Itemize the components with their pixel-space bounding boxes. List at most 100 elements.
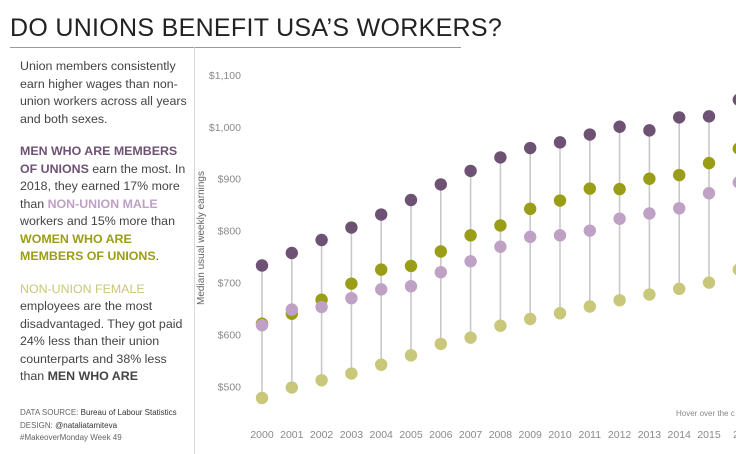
data-point-union-women[interactable] bbox=[732, 142, 736, 155]
data-point-union-men[interactable] bbox=[285, 246, 298, 260]
data-point-union-women[interactable] bbox=[434, 245, 447, 258]
data-point-nonunion-men[interactable] bbox=[285, 303, 298, 316]
highlight-men-who-are: MEN WHO ARE bbox=[47, 369, 138, 383]
designer-handle[interactable]: @nataliatamiteva bbox=[55, 420, 118, 430]
data-point-nonunion-women[interactable] bbox=[583, 300, 596, 313]
data-point-union-men[interactable] bbox=[524, 141, 537, 155]
data-point-union-women[interactable] bbox=[583, 182, 596, 195]
data-point-nonunion-women[interactable] bbox=[643, 288, 656, 301]
data-point-nonunion-men[interactable] bbox=[613, 212, 626, 225]
data-point-nonunion-men[interactable] bbox=[255, 318, 269, 332]
data-point-nonunion-women[interactable] bbox=[315, 374, 328, 387]
title-divider bbox=[10, 47, 461, 48]
x-axis: 2000 2001 2002 2003 2004 2005 2006 2007 2008 2009… bbox=[250, 429, 736, 441]
data-point-union-men[interactable] bbox=[643, 124, 656, 137]
x-tick-label: 20 bbox=[733, 429, 736, 441]
data-point-union-men[interactable] bbox=[494, 151, 507, 164]
data-point-nonunion-men[interactable] bbox=[524, 230, 537, 244]
x-tick-label: 2013 bbox=[638, 429, 662, 441]
y-tick-label: $600 bbox=[218, 330, 242, 342]
data-point-union-men[interactable] bbox=[553, 136, 567, 149]
data-point-nonunion-men[interactable] bbox=[583, 224, 596, 237]
data-point-union-women[interactable] bbox=[673, 168, 686, 182]
data-point-nonunion-men[interactable] bbox=[494, 240, 507, 253]
y-tick-label: $500 bbox=[218, 382, 242, 394]
x-tick-label: 2012 bbox=[608, 429, 632, 441]
x-tick-label: 2007 bbox=[459, 429, 483, 441]
data-point-union-women[interactable] bbox=[375, 263, 388, 276]
data-point-union-men[interactable] bbox=[583, 128, 596, 141]
y-tick-label: $700 bbox=[218, 278, 242, 290]
data-point-nonunion-women[interactable] bbox=[524, 312, 537, 326]
data-point-union-men[interactable] bbox=[434, 178, 447, 191]
data-point-nonunion-men[interactable] bbox=[732, 176, 736, 188]
data-point-nonunion-women[interactable] bbox=[673, 282, 686, 296]
y-tick-label: $900 bbox=[218, 174, 242, 186]
data-point-nonunion-men[interactable] bbox=[404, 280, 418, 293]
highlight-union-women: WOMEN WHO ARE MEMBERS OF UNIONS bbox=[20, 231, 156, 264]
data-point-union-women[interactable] bbox=[613, 182, 626, 196]
data-point-nonunion-women[interactable] bbox=[255, 391, 269, 405]
data-point-nonunion-men[interactable] bbox=[673, 202, 686, 215]
data-point-union-men[interactable] bbox=[702, 110, 716, 123]
x-tick-label: 2014 bbox=[668, 429, 692, 441]
data-point-nonunion-women[interactable] bbox=[613, 294, 626, 307]
highlight-union-men: MEN WHO ARE MEMBERS OF UNIONS bbox=[20, 144, 178, 176]
earnings-dot-chart[interactable]: $500$600$700$800$900$1,000$1,100 2000 200… bbox=[195, 48, 736, 454]
data-source-line: DATA SOURCE: Bureau of Labour Statistics bbox=[20, 408, 177, 417]
data-point-union-women[interactable] bbox=[524, 202, 537, 216]
data-point-nonunion-women[interactable] bbox=[553, 307, 567, 320]
x-tick-label: 2002 bbox=[310, 429, 334, 441]
x-tick-label: 2009 bbox=[519, 429, 543, 441]
data-point-union-women[interactable] bbox=[464, 229, 477, 242]
data-point-union-men[interactable] bbox=[464, 164, 477, 178]
x-tick-label: 2015 bbox=[697, 429, 721, 441]
x-tick-label: 2011 bbox=[579, 429, 602, 441]
story-paragraph-3: NON-UNION FEMALE employees are the most … bbox=[20, 281, 192, 386]
data-point-nonunion-women[interactable] bbox=[464, 331, 477, 344]
data-source-link[interactable]: Bureau of Labour Statistics bbox=[80, 408, 177, 417]
makeover-tag: #MakeoverMonday Week 49 bbox=[20, 433, 122, 442]
story-text: earn the most. In 2018, they earned 17% … bbox=[20, 161, 186, 211]
data-point-nonunion-men[interactable] bbox=[315, 300, 328, 314]
data-point-nonunion-men[interactable] bbox=[434, 266, 447, 279]
data-point-union-women[interactable] bbox=[553, 194, 567, 207]
data-point-nonunion-women[interactable] bbox=[285, 381, 298, 394]
y-tick-label: $1,000 bbox=[209, 122, 241, 134]
x-tick-label: 2010 bbox=[548, 429, 572, 441]
data-point-union-men[interactable] bbox=[315, 233, 328, 247]
data-point-union-men[interactable] bbox=[404, 193, 418, 207]
panel-divider bbox=[194, 47, 195, 454]
data-point-union-men[interactable] bbox=[375, 208, 388, 221]
data-point-nonunion-men[interactable] bbox=[553, 229, 567, 242]
data-point-nonunion-women[interactable] bbox=[345, 367, 358, 380]
data-point-nonunion-men[interactable] bbox=[464, 255, 477, 268]
story-panel: Union members consistently earn higher w… bbox=[20, 58, 192, 401]
data-point-nonunion-women[interactable] bbox=[494, 319, 507, 332]
data-point-union-women[interactable] bbox=[494, 219, 507, 232]
x-tick-label: 2004 bbox=[370, 429, 394, 441]
data-point-union-women[interactable] bbox=[702, 156, 716, 170]
data-point-union-women[interactable] bbox=[643, 172, 656, 185]
data-point-nonunion-women[interactable] bbox=[702, 276, 716, 289]
data-point-nonunion-men[interactable] bbox=[702, 187, 716, 200]
data-point-nonunion-women[interactable] bbox=[375, 358, 388, 371]
data-point-union-men[interactable] bbox=[673, 111, 686, 124]
data-point-union-men[interactable] bbox=[345, 221, 358, 234]
story-text: . bbox=[155, 249, 160, 263]
data-point-union-women[interactable] bbox=[345, 277, 358, 290]
data-point-union-men[interactable] bbox=[613, 120, 626, 133]
data-point-nonunion-men[interactable] bbox=[375, 283, 388, 296]
data-point-nonunion-women[interactable] bbox=[732, 263, 736, 276]
data-point-nonunion-women[interactable] bbox=[434, 337, 447, 351]
data-point-nonunion-men[interactable] bbox=[643, 207, 656, 220]
data-point-nonunion-men[interactable] bbox=[345, 291, 358, 305]
design-credit-line: DESIGN: @nataliatamiteva bbox=[20, 420, 118, 430]
data-point-union-men[interactable] bbox=[732, 94, 736, 106]
x-tick-label: 2005 bbox=[399, 429, 423, 441]
data-point-union-men[interactable] bbox=[255, 259, 269, 272]
data-point-union-women[interactable] bbox=[404, 259, 418, 273]
data-points bbox=[255, 94, 736, 405]
data-point-nonunion-women[interactable] bbox=[404, 349, 418, 362]
highlight-nonunion-men: NON-UNION MALE bbox=[47, 196, 158, 211]
